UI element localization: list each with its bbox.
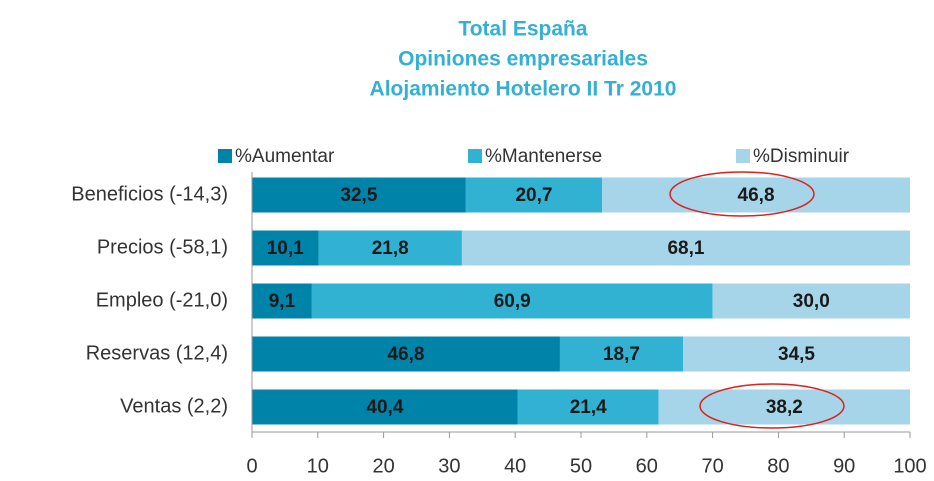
x-tick-label: 20 — [372, 455, 394, 477]
legend-swatch — [736, 149, 750, 163]
x-tick-label: 30 — [438, 455, 460, 477]
bar-segment — [252, 177, 466, 213]
category-label: Precios (-58,1) — [97, 236, 228, 258]
highlight-ellipse — [669, 171, 815, 217]
bar-segment — [252, 283, 312, 319]
category-label: Ventas (2,2) — [120, 395, 228, 417]
bar-segment — [252, 336, 560, 372]
value-label: 10,1 — [267, 238, 304, 259]
bar-segment — [311, 283, 713, 319]
legend-label: %Disminuir — [753, 146, 850, 167]
bar-segment — [252, 389, 518, 425]
chart-title: Alojamiento Hotelero II Tr 2010 — [370, 78, 677, 101]
value-label: 21,4 — [570, 397, 607, 418]
legend-label: %Aumentar — [235, 146, 335, 167]
x-tick-label: 0 — [246, 455, 257, 477]
value-label: 9,1 — [269, 291, 296, 312]
highlight-ellipse — [699, 383, 845, 429]
value-label: 32,5 — [340, 185, 377, 206]
value-label: 20,7 — [515, 185, 552, 206]
category-label: Empleo (-21,0) — [96, 289, 228, 311]
value-label: 21,8 — [372, 238, 409, 259]
value-label: 40,4 — [366, 397, 403, 418]
x-tick-label: 10 — [307, 455, 329, 477]
value-label: 68,1 — [667, 238, 704, 259]
legend-swatch — [218, 149, 232, 163]
value-label: 38,2 — [766, 397, 803, 418]
chart-title: Total España — [458, 18, 587, 41]
legend-swatch — [468, 149, 482, 163]
legend-label: %Mantenerse — [485, 146, 602, 167]
bar-segment — [252, 230, 319, 266]
value-label: 34,5 — [778, 344, 815, 365]
x-tick-label: 70 — [701, 455, 723, 477]
bar-segment — [712, 283, 910, 319]
bar-segment — [318, 230, 462, 266]
category-label: Reservas (12,4) — [86, 342, 228, 364]
value-label: 18,7 — [603, 344, 640, 365]
x-tick-label: 80 — [767, 455, 789, 477]
value-label: 46,8 — [387, 344, 424, 365]
value-label: 60,9 — [494, 291, 531, 312]
category-label: Beneficios (-14,3) — [71, 183, 228, 205]
bar-segment — [602, 177, 910, 213]
x-tick-label: 100 — [893, 455, 926, 477]
value-label: 30,0 — [793, 291, 830, 312]
bar-segment — [559, 336, 683, 372]
bar-segment — [517, 389, 659, 425]
bar-segment — [461, 230, 910, 266]
x-tick-label: 60 — [636, 455, 658, 477]
bar-segment — [465, 177, 603, 213]
x-tick-label: 90 — [833, 455, 855, 477]
value-label: 46,8 — [738, 185, 775, 206]
chart-title: Opiniones empresariales — [398, 48, 648, 71]
x-tick-label: 40 — [504, 455, 526, 477]
x-tick-label: 50 — [570, 455, 592, 477]
bar-segment — [682, 336, 910, 372]
